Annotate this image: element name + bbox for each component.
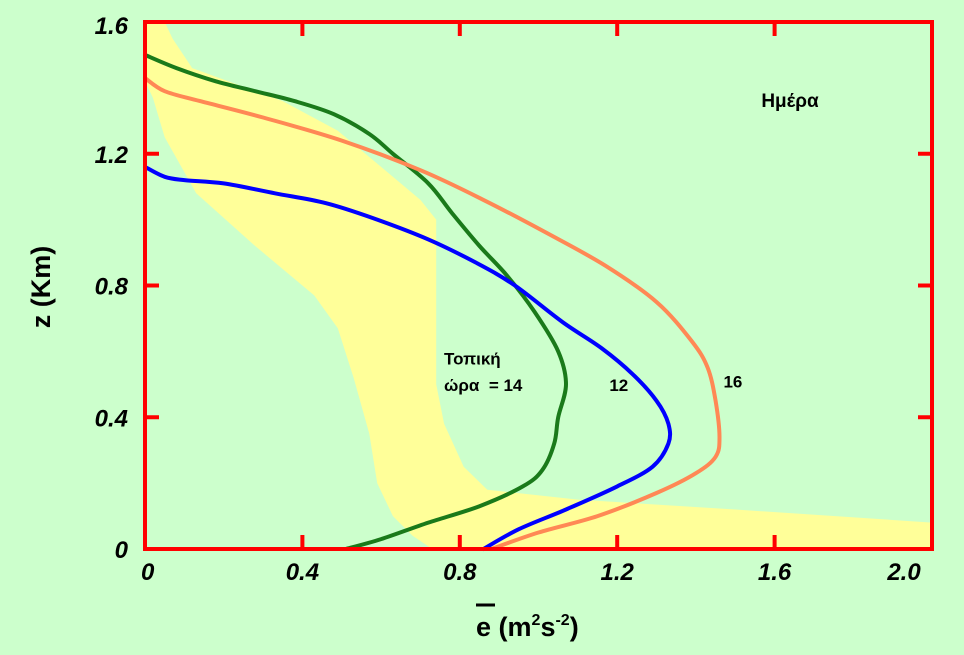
uncertainty-band-layer (145, 22, 932, 549)
series-line-hour14 (143, 52, 568, 551)
y-tick-label: 0 (115, 537, 129, 564)
curve-annotation: ώρα = 14 (444, 376, 523, 395)
x-tick-label: 1.6 (758, 559, 792, 586)
y-tick-label: 1.6 (95, 13, 129, 40)
svg-text:e (m2s-2): e (m2s-2) (476, 612, 579, 642)
x-axis-label-exp2: -2 (555, 612, 569, 629)
y-axis-label: z (Km) (26, 246, 56, 329)
y-tick-label: 0.8 (95, 274, 129, 301)
x-axis-label-unit-close: ) (570, 612, 579, 642)
plot-frame-layer (143, 20, 934, 551)
x-tick-label: 2.0 (886, 559, 921, 586)
x-axis-label-mid: s (540, 612, 555, 642)
x-tick-label: 0.4 (286, 559, 319, 586)
x-axis-label-unit-open: (m (491, 612, 532, 642)
x-axis-label-exp1: 2 (532, 612, 541, 629)
uncertainty-band (145, 22, 932, 549)
series-line-hour12 (143, 164, 673, 551)
curve-annotation: 12 (609, 376, 628, 395)
x-tick-label: 1.2 (601, 559, 635, 586)
x-tick-label: 0.8 (443, 559, 477, 586)
y-tick-label: 1.2 (95, 142, 129, 169)
chart-title: Ημέρα (761, 91, 819, 112)
tick-labels-layer: 0 0.4 0.8 1.2 1.6 2.0 0 0.4 0.8 1.2 1.6 (95, 13, 922, 586)
annotations-layer: Τοπική ώρα = 14 12 16 (444, 350, 742, 395)
series-layer (143, 52, 722, 551)
x-tick-label: 0 (141, 559, 155, 586)
x-axis-label-symbol: e (476, 612, 491, 642)
x-axis-label: e (m2s-2) (476, 603, 579, 642)
series-line-hour16 (143, 76, 722, 551)
curve-annotation: Τοπική (444, 350, 501, 369)
curve-annotation: 16 (723, 373, 742, 392)
y-tick-label: 0.4 (95, 405, 128, 432)
